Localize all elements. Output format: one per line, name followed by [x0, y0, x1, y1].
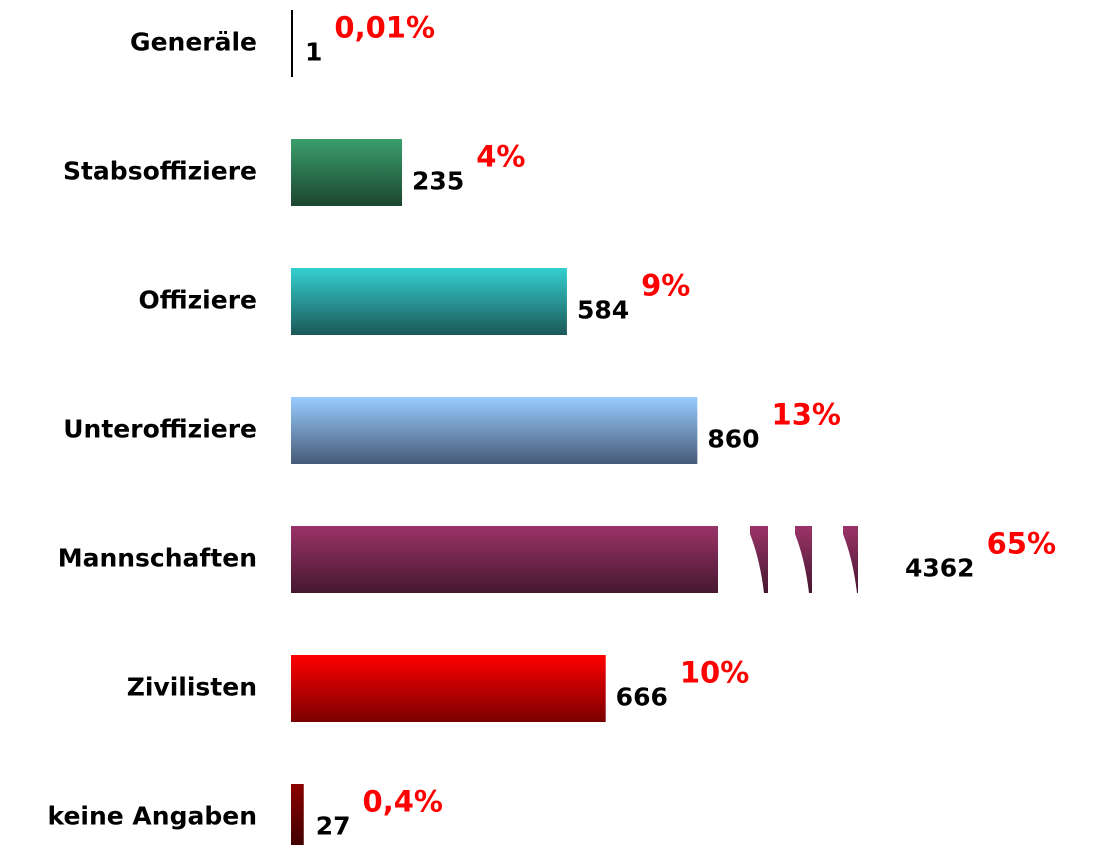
value-label: 666: [616, 683, 668, 712]
value-label: 1: [305, 38, 322, 67]
share-label: 0,4%: [363, 785, 443, 819]
category-label: keine Angaben: [48, 802, 258, 831]
value-label: 584: [577, 296, 629, 325]
share-label: 10%: [680, 656, 749, 690]
share-label: 9%: [641, 269, 690, 303]
category-label: Stabsoffiziere: [63, 157, 257, 186]
value-label: 4362: [905, 554, 975, 583]
bar: [291, 10, 293, 77]
category-label: Generäle: [130, 28, 257, 57]
category-label: Zivilisten: [127, 673, 257, 702]
bar: [291, 526, 718, 593]
bar-break-piece: [750, 526, 768, 593]
value-label: 235: [412, 167, 464, 196]
share-label: 65%: [987, 527, 1056, 561]
category-label: Unteroffiziere: [63, 415, 257, 444]
share-label: 13%: [772, 398, 841, 432]
bar: [291, 397, 698, 464]
bar: [291, 655, 606, 722]
bar: [291, 268, 567, 335]
share-label: 0,01%: [334, 11, 435, 45]
category-label: Mannschaften: [58, 544, 257, 573]
share-label: 4%: [476, 140, 525, 174]
bar-break-piece: [795, 526, 812, 593]
bar-break-piece: [843, 526, 858, 593]
category-label: Offiziere: [139, 286, 258, 315]
bar: [291, 784, 304, 845]
value-label: 27: [316, 812, 351, 841]
value-label: 860: [707, 425, 759, 454]
bar: [291, 139, 403, 206]
